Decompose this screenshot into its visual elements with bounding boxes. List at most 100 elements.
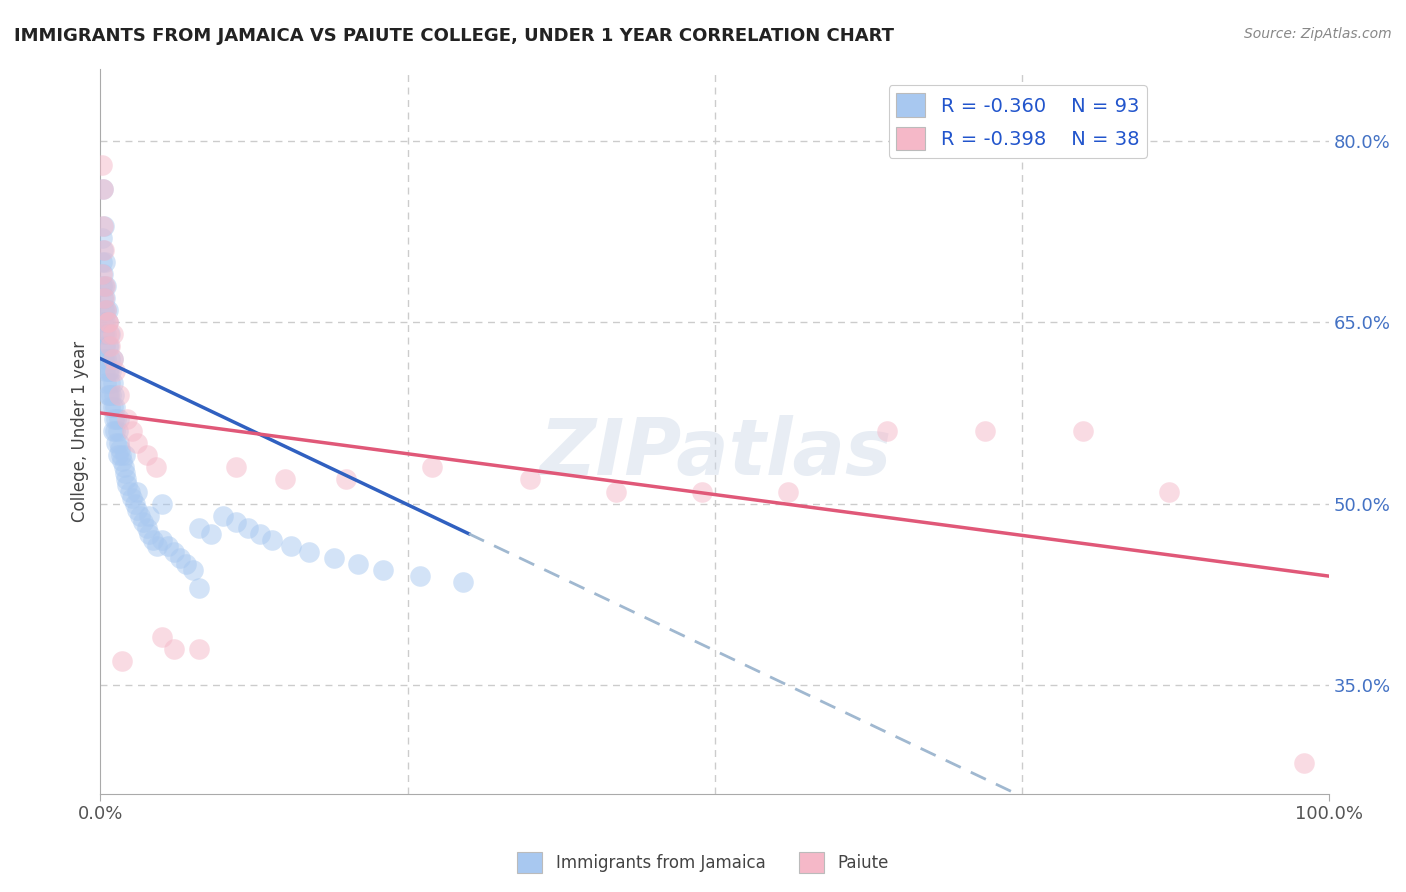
Point [273,472,295,486]
Point [101,351,124,366]
Point [136,448,159,462]
Point [90,158,112,172]
Point [91,243,114,257]
Point [94,315,117,329]
Point [117,478,139,492]
Point [127,484,149,499]
Point [97,303,120,318]
Point [93,351,115,366]
Point [91,182,114,196]
Point [94,339,117,353]
Point [91,315,114,329]
Point [90,231,112,245]
Point [146,539,169,553]
Point [605,484,627,499]
Point [97,327,120,342]
Point [127,436,149,450]
Point [101,376,124,390]
Point [97,315,120,329]
Point [163,641,186,656]
Point [778,484,800,499]
Point [280,539,302,553]
Point [121,424,143,438]
Point [96,303,118,318]
Point [101,351,124,366]
Point [104,364,127,378]
Point [94,255,117,269]
Point [91,182,114,196]
Point [111,454,134,468]
Point [236,521,259,535]
Point [104,424,127,438]
Point [176,557,198,571]
Point [90,267,112,281]
Point [249,526,271,541]
Point [107,424,129,438]
Point [150,630,173,644]
Point [200,526,222,541]
Point [974,424,997,438]
Y-axis label: College, Under 1 year: College, Under 1 year [72,341,89,522]
Point [93,219,115,233]
Point [96,376,118,390]
Point [121,491,143,505]
Point [98,339,121,353]
Point [1159,484,1181,499]
Point [97,315,120,329]
Point [1294,756,1316,771]
Point [96,279,118,293]
Legend: Immigrants from Jamaica, Paiute: Immigrants from Jamaica, Paiute [510,846,896,880]
Point [169,551,191,566]
Point [97,339,120,353]
Point [115,472,138,486]
Text: ZIPatlas: ZIPatlas [538,415,891,491]
Point [101,327,124,342]
Point [91,219,114,233]
Point [212,508,235,523]
Point [98,376,121,390]
Point [97,364,120,378]
Point [142,533,165,547]
Point [420,460,443,475]
Point [111,654,134,668]
Point [93,303,115,318]
Point [136,521,159,535]
Point [110,448,132,462]
Point [94,364,117,378]
Point [187,521,209,535]
Point [117,412,139,426]
Point [156,539,179,553]
Point [101,424,124,438]
Point [409,569,432,583]
Point [97,315,120,329]
Point [97,339,120,353]
Point [93,327,115,342]
Point [101,400,124,414]
Point [114,467,136,481]
Point [93,243,115,257]
Point [127,502,149,516]
Point [100,388,122,402]
Point [108,442,131,457]
Point [150,497,173,511]
Text: Source: ZipAtlas.com: Source: ZipAtlas.com [1244,27,1392,41]
Point [96,327,118,342]
Point [107,388,129,402]
Point [103,388,125,402]
Point [371,563,394,577]
Point [692,484,714,499]
Point [107,448,129,462]
Legend: R = -0.360    N = 93, R = -0.398    N = 38: R = -0.360 N = 93, R = -0.398 N = 38 [889,86,1147,158]
Point [118,484,141,499]
Point [98,351,121,366]
Point [94,291,117,305]
Point [145,460,167,475]
Point [97,388,120,402]
Point [224,460,246,475]
Point [97,388,120,402]
Point [94,279,117,293]
Point [107,436,129,450]
Point [105,436,128,450]
Point [104,400,127,414]
Point [163,545,186,559]
